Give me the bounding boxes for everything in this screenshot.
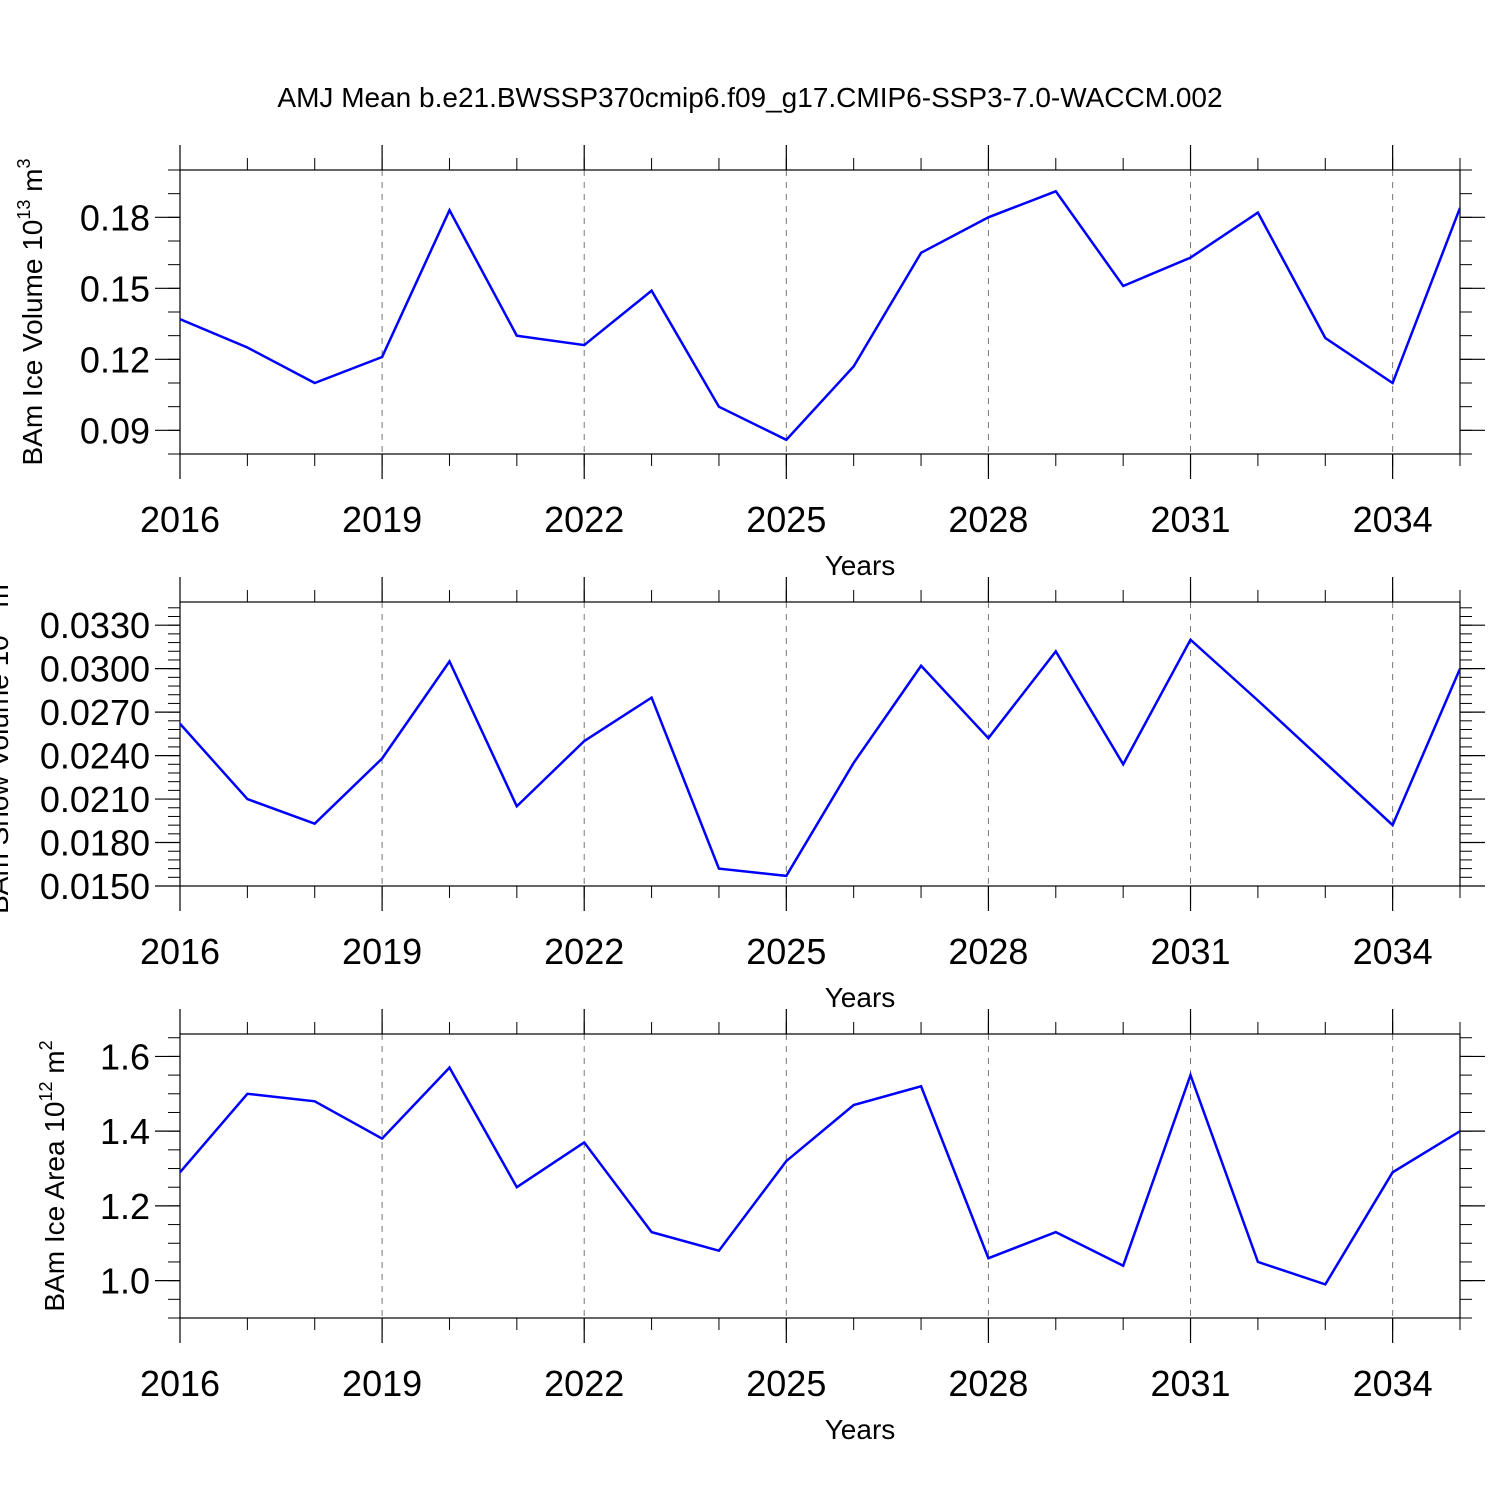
x-tick-label: 2019 — [342, 499, 422, 540]
y-tick-label: 1.4 — [100, 1111, 150, 1152]
y-tick-label: 0.0150 — [40, 866, 150, 907]
x-tick-label: 2016 — [140, 499, 220, 540]
plot-frame — [179, 169, 1461, 455]
x-tick-label: 2034 — [1353, 1363, 1433, 1404]
x-tick-label: 2034 — [1353, 499, 1433, 540]
x-tick-label: 2016 — [140, 931, 220, 972]
y-tick-label: 0.09 — [80, 410, 150, 451]
x-axis-label: Years — [825, 982, 896, 1013]
y-tick-label: 0.12 — [80, 339, 150, 380]
x-tick-label: 2022 — [544, 1363, 624, 1404]
x-tick-label: 2028 — [948, 931, 1028, 972]
main-title: AMJ Mean b.e21.BWSSP370cmip6.f09_g17.CMI… — [277, 82, 1222, 113]
chart-panel-3: 1.0 1.2 1.4 1.6 2016 2019 2022 2025 2028 2031 2034… — [36, 1009, 1485, 1445]
y-tick-label: 0.0210 — [40, 779, 150, 820]
plot-frame — [179, 601, 1461, 887]
chart-panel-2: 0.01500.01800.02100.02400.02700.03000.03… — [0, 574, 1485, 1013]
y-tick-label: 0.0270 — [40, 692, 150, 733]
y-tick-label: 1.2 — [100, 1186, 150, 1227]
series-line-1 — [180, 1065, 1460, 1286]
plot-frame — [179, 1033, 1461, 1319]
y-axis-label: BAm Snow Volume 1013 m3 — [0, 574, 14, 914]
y-tick-label: 0.0330 — [40, 605, 150, 646]
x-tick-label: 2025 — [746, 1363, 826, 1404]
y-tick-label: 1.0 — [100, 1261, 150, 1302]
x-tick-label: 2022 — [544, 931, 624, 972]
x-tick-label: 2019 — [342, 1363, 422, 1404]
x-tick-label: 2016 — [140, 1363, 220, 1404]
x-tick-label: 2019 — [342, 931, 422, 972]
y-axis-label: BAm Ice Area 1012 m2 — [36, 1040, 70, 1311]
x-axis-label: Years — [825, 1414, 896, 1445]
x-tick-label: 2022 — [544, 499, 624, 540]
y-tick-label: 0.15 — [80, 268, 150, 309]
x-tick-label: 2028 — [948, 499, 1028, 540]
panels: 0.09 0.12 0.15 0.18 2016 2019 2022 2025 2028 2031… — [0, 145, 1485, 1445]
x-tick-label: 2034 — [1353, 931, 1433, 972]
x-tick-label: 2025 — [746, 499, 826, 540]
chart-panel-1: 0.09 0.12 0.15 0.18 2016 2019 2022 2025 2028 2031… — [14, 145, 1485, 581]
y-tick-label: 1.6 — [100, 1036, 150, 1077]
y-axis-label: BAm Ice Volume 1013 m3 — [14, 158, 48, 465]
x-tick-label: 2025 — [746, 931, 826, 972]
x-axis-label: Years — [825, 550, 896, 581]
series-line-1 — [180, 637, 1460, 878]
y-tick-label: 0.0180 — [40, 823, 150, 864]
y-tick-label: 0.18 — [80, 197, 150, 238]
x-tick-label: 2031 — [1150, 1363, 1230, 1404]
y-tick-label: 0.0240 — [40, 736, 150, 777]
x-tick-label: 2031 — [1150, 931, 1230, 972]
x-tick-label: 2028 — [948, 1363, 1028, 1404]
x-tick-label: 2031 — [1150, 499, 1230, 540]
series-line-1 — [180, 189, 1460, 442]
y-tick-label: 0.0300 — [40, 649, 150, 690]
